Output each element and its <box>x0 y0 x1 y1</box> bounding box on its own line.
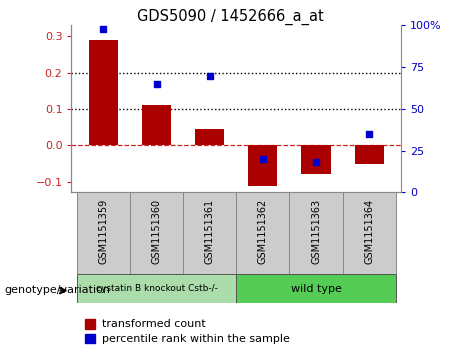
Point <box>259 156 266 162</box>
Text: GDS5090 / 1452666_a_at: GDS5090 / 1452666_a_at <box>137 9 324 25</box>
Bar <box>290 192 343 274</box>
Bar <box>130 192 183 274</box>
Text: genotype/variation: genotype/variation <box>5 285 111 295</box>
Bar <box>343 192 396 274</box>
Point <box>366 131 373 137</box>
Text: percentile rank within the sample: percentile rank within the sample <box>102 334 290 344</box>
Bar <box>142 105 171 145</box>
Bar <box>355 145 384 164</box>
Point <box>153 81 160 87</box>
Text: cystatin B knockout Cstb-/-: cystatin B knockout Cstb-/- <box>95 284 218 293</box>
Bar <box>89 40 118 145</box>
Bar <box>85 334 95 343</box>
Text: GSM1151360: GSM1151360 <box>152 199 161 264</box>
Text: transformed count: transformed count <box>102 319 206 329</box>
Bar <box>85 319 95 329</box>
Bar <box>301 145 331 174</box>
Bar <box>236 274 396 303</box>
Point <box>312 159 319 165</box>
Bar <box>77 274 236 303</box>
Text: GSM1151361: GSM1151361 <box>205 199 215 264</box>
Text: GSM1151359: GSM1151359 <box>98 199 108 264</box>
Text: GSM1151362: GSM1151362 <box>258 199 268 264</box>
Point <box>100 26 107 32</box>
Bar <box>248 145 278 186</box>
Text: GSM1151363: GSM1151363 <box>311 199 321 264</box>
Bar <box>195 129 225 145</box>
Bar <box>77 192 130 274</box>
Text: GSM1151364: GSM1151364 <box>364 199 374 264</box>
Bar <box>236 192 290 274</box>
Bar <box>183 192 236 274</box>
Text: wild type: wild type <box>290 284 342 294</box>
Point <box>206 73 213 78</box>
